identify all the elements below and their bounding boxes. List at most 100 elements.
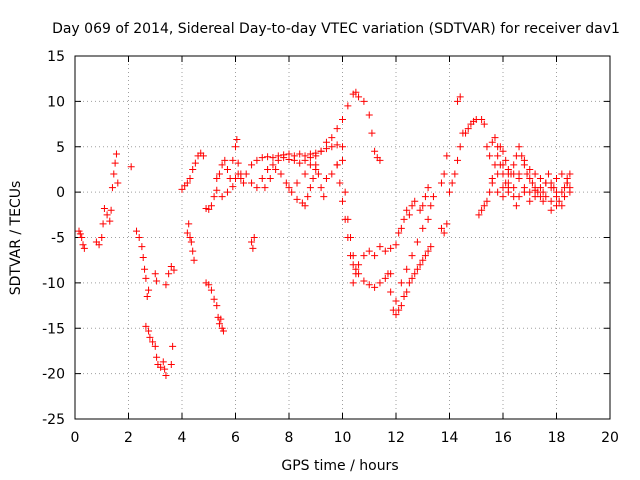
data-point (189, 165, 197, 173)
data-point (169, 342, 177, 350)
data-point (185, 220, 193, 228)
data-point (526, 165, 534, 173)
data-point (183, 179, 191, 187)
data-point (205, 281, 213, 289)
data-point (161, 365, 169, 373)
data-point (360, 97, 368, 105)
data-point (531, 170, 539, 178)
data-point (301, 202, 309, 210)
data-point (317, 184, 325, 192)
data-point (419, 224, 427, 232)
data-point (437, 179, 445, 187)
data-point (162, 371, 170, 379)
data-point (405, 279, 413, 287)
data-point (486, 152, 494, 160)
data-point (151, 342, 159, 350)
data-point (376, 243, 384, 251)
data-point (78, 234, 86, 241)
data-point (395, 306, 403, 314)
data-point (269, 154, 277, 162)
data-point (170, 266, 178, 274)
data-point (138, 243, 146, 251)
data-point (411, 197, 419, 205)
data-point (317, 147, 325, 155)
data-point (341, 215, 349, 223)
x-tick-label: 18 (548, 430, 566, 446)
data-point (248, 179, 256, 187)
data-point (328, 143, 336, 151)
data-point (365, 281, 373, 289)
data-point (76, 230, 84, 238)
data-point (223, 165, 231, 173)
data-point (349, 261, 357, 269)
data-point (547, 197, 555, 205)
data-point (371, 147, 379, 155)
x-tick-label: 8 (285, 430, 294, 446)
data-point (360, 252, 368, 260)
data-point (290, 156, 298, 164)
data-point (151, 270, 159, 278)
data-point (408, 252, 416, 260)
data-point (539, 188, 547, 196)
data-point (515, 170, 523, 178)
data-point (403, 288, 411, 296)
data-point (403, 206, 411, 214)
data-point (515, 143, 523, 151)
data-point (142, 322, 150, 330)
data-point (454, 97, 462, 105)
data-point (504, 179, 512, 187)
data-point (219, 327, 227, 335)
data-point (199, 152, 207, 160)
data-point (491, 134, 499, 142)
data-point (512, 202, 520, 210)
x-tick-label: 14 (441, 430, 459, 446)
chart-title: Day 069 of 2014, Sidereal Day-to-day VTE… (52, 21, 620, 37)
data-point (510, 161, 518, 169)
y-tick-label: -10 (42, 276, 65, 292)
data-point (314, 170, 322, 178)
data-point (149, 338, 157, 346)
data-point (542, 179, 550, 187)
data-point (312, 152, 320, 160)
data-point (344, 102, 352, 110)
data-point (502, 156, 510, 164)
data-point (210, 295, 218, 303)
data-point (248, 238, 256, 246)
data-point (397, 302, 405, 310)
data-point (229, 183, 237, 191)
data-point (288, 188, 296, 196)
data-point (186, 234, 194, 241)
data-point (558, 170, 566, 178)
data-point (520, 188, 528, 196)
plot-frame (74, 55, 611, 420)
data-point (443, 220, 451, 228)
data-point (504, 188, 512, 196)
data-point (167, 263, 175, 271)
data-point (183, 229, 191, 237)
y-tick-label: 5 (56, 140, 65, 156)
data-point (306, 154, 314, 162)
data-point (210, 193, 218, 201)
y-tick-label: 15 (47, 49, 65, 65)
data-point (328, 170, 336, 178)
data-point (328, 134, 336, 142)
data-point (478, 206, 486, 214)
data-point (411, 270, 419, 278)
data-point (553, 193, 560, 201)
data-point (371, 283, 379, 291)
data-point (561, 193, 569, 201)
data-point (341, 188, 349, 196)
data-point (266, 175, 274, 183)
data-point (400, 292, 408, 300)
data-point (352, 88, 360, 96)
data-point (293, 179, 301, 187)
y-tick-label: -25 (42, 412, 65, 428)
data-point (523, 170, 531, 178)
data-point (218, 193, 226, 201)
data-point (233, 135, 241, 143)
data-point (427, 202, 435, 210)
data-point (563, 179, 571, 187)
data-point (376, 156, 384, 164)
data-point (142, 274, 150, 282)
data-point (392, 311, 400, 319)
